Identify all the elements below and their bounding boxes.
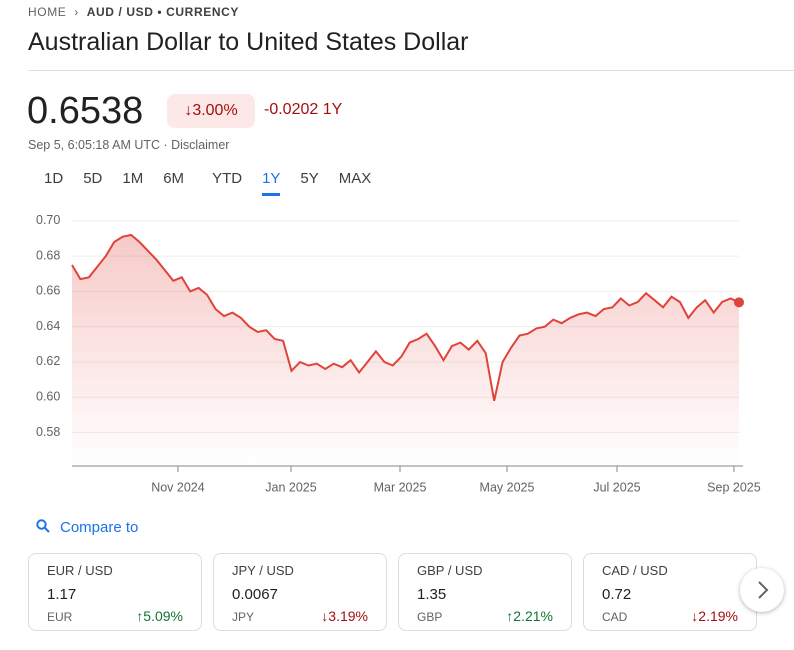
currency-code: JPY: [232, 610, 255, 624]
card-change-value: 2.21%: [513, 608, 553, 624]
card-change-value: 3.19%: [328, 608, 368, 624]
compare-label: Compare to: [60, 519, 139, 536]
range-tab[interactable]: YTD: [212, 170, 243, 187]
compare-card[interactable]: GBP / USD 1.35 GBP ↑2.21%: [398, 553, 572, 631]
price: 0.6538: [27, 90, 144, 132]
home-link[interactable]: HOME: [28, 5, 67, 19]
range-tab[interactable]: 1D: [44, 170, 64, 187]
card-change-value: 2.19%: [698, 608, 738, 624]
change-pct: 3.00%: [192, 102, 238, 119]
y-tick-label: 0.66: [36, 284, 60, 298]
compare-card[interactable]: CAD / USD 0.72 CAD ↓2.19%: [583, 553, 757, 631]
card-change-value: 5.09%: [143, 608, 183, 624]
currency-code: GBP: [417, 610, 443, 624]
chevron: [758, 581, 769, 599]
card-price: 0.0067: [232, 586, 278, 603]
card-change: ↑2.21%: [506, 608, 553, 624]
x-tick-label: May 2025: [480, 480, 535, 494]
range-tab[interactable]: 6M: [163, 170, 185, 187]
x-tick-label: Sep 2025: [707, 480, 761, 494]
y-tick-label: 0.62: [36, 354, 60, 368]
x-tick-label: Jan 2025: [265, 480, 316, 494]
compare-button[interactable]: Compare to: [36, 519, 138, 536]
card-change: ↓2.19%: [691, 608, 738, 624]
pair: CAD / USD: [602, 563, 668, 578]
card-price: 1.17: [47, 586, 77, 603]
card-change: ↓3.19%: [321, 608, 368, 624]
x-tick-label: Jul 2025: [593, 480, 640, 494]
currency-code: CAD: [602, 610, 628, 624]
x-tick-label: Nov 2024: [151, 480, 205, 494]
y-tick-label: 0.64: [36, 319, 60, 333]
y-tick-label: 0.68: [36, 248, 60, 262]
range-tab[interactable]: 1Y: [262, 168, 281, 196]
y-tick-label: 0.70: [36, 213, 60, 227]
chart: 0.58 0.60 0.62 0.64 0.66 0.68 0.70 Nov 2024 Jan …: [36, 213, 761, 494]
pair: EUR / USD: [47, 563, 113, 578]
breadcrumb-current: AUD / USD • CURRENCY: [86, 5, 239, 19]
currency-code: EUR: [47, 610, 73, 624]
range-tabs: 1D 5D 1M 6M YTD 1Y 5Y MAX: [28, 168, 371, 196]
compare-card[interactable]: EUR / USD 1.17 EUR ↑5.09%: [28, 553, 202, 631]
compare-card[interactable]: JPY / USD 0.0067 JPY ↓3.19%: [213, 553, 387, 631]
y-tick-label: 0.60: [36, 390, 60, 404]
timestamp: Sep 5, 6:05:18 AM UTC · Disclaimer: [28, 138, 230, 152]
change-badge: ↓3.00%: [167, 94, 255, 128]
range-tab[interactable]: MAX: [338, 170, 372, 187]
y-tick-label: 0.58: [36, 425, 60, 439]
card-price: 0.72: [602, 586, 632, 603]
card-price: 1.35: [417, 586, 447, 603]
search-icon: [36, 519, 50, 533]
range-tab[interactable]: 1M: [122, 170, 144, 187]
next-button[interactable]: [740, 568, 784, 612]
page-title: Australian Dollar to United States Dolla…: [28, 28, 469, 56]
card-change: ↑5.09%: [136, 608, 183, 624]
breadcrumb: HOME › AUD / USD • CURRENCY: [28, 5, 239, 19]
range-tab[interactable]: 5Y: [300, 170, 319, 187]
divider: [28, 70, 794, 71]
last-point: [734, 297, 744, 308]
price-line: [71, 233, 740, 402]
pair: GBP / USD: [417, 563, 483, 578]
pair: JPY / USD: [232, 563, 294, 578]
range-tab[interactable]: 5D: [83, 170, 103, 187]
x-tick-label: Mar 2025: [374, 480, 427, 494]
change-abs: -0.0202 1Y: [264, 101, 343, 118]
